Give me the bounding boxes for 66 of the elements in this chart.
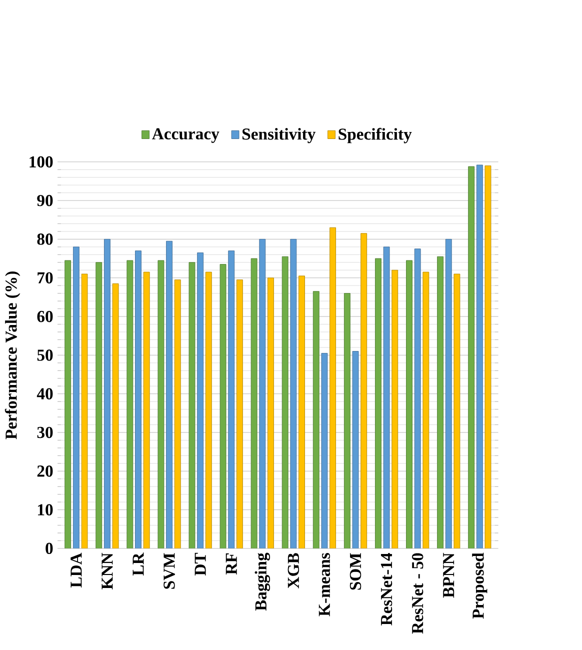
x-tick-label: LDA [70, 552, 82, 588]
y-tick-label: 100 [30, 156, 53, 168]
y-tick-label: 10 [38, 504, 53, 516]
x-tick-label: KNN [102, 552, 113, 590]
bar [312, 291, 320, 548]
bar [134, 250, 142, 548]
y-tick-label: 20 [37, 465, 53, 477]
x-tick-label: RF [226, 553, 237, 575]
bar [64, 260, 71, 548]
bar [422, 272, 429, 548]
bar [360, 233, 367, 548]
y-tick-label: 70 [38, 272, 53, 284]
bar [220, 264, 226, 548]
x-tick-label: SOM [350, 553, 361, 590]
bar [158, 260, 164, 548]
bar [205, 272, 212, 548]
bar [436, 256, 444, 548]
y-tick-label: 50 [37, 350, 53, 361]
x-tick-label: Bagging [254, 552, 270, 611]
bar [259, 238, 266, 548]
y-tick-label: 30 [37, 426, 53, 438]
y-tick-label: 80 [37, 234, 53, 245]
bar [344, 293, 350, 548]
bar [392, 270, 398, 548]
x-tick-label: DT [194, 552, 206, 576]
x-tick-label: LR [132, 552, 144, 576]
bar [298, 276, 305, 548]
bar [476, 164, 483, 548]
bar [267, 278, 274, 548]
bar [329, 227, 336, 548]
x-tick-label: ResNet-14 [380, 552, 392, 626]
x-tick-label: K-means [318, 553, 330, 616]
bar [282, 256, 288, 548]
y-tick-label: 90 [36, 194, 53, 206]
bar [166, 240, 172, 548]
x-tick-label: BPNN [442, 552, 454, 598]
bar [406, 260, 412, 548]
legend-label: Accuracy [152, 128, 220, 143]
y-axis-title: Performance Value (%) [4, 272, 20, 440]
x-tick-label: ResNet - 50 [412, 553, 424, 634]
y-tick-label: 60 [37, 310, 53, 322]
bar [228, 250, 234, 548]
x-tick-label: SVM [164, 553, 175, 589]
bar [484, 166, 492, 548]
x-tick-label: Proposed [472, 552, 488, 619]
bar [72, 246, 80, 548]
y-tick-label: 40 [36, 388, 53, 400]
bar [126, 260, 133, 548]
bar [196, 252, 204, 548]
bar [454, 274, 460, 548]
legend-label: Specificity [338, 128, 412, 144]
x-tick-label: XGB [288, 553, 299, 588]
bar [81, 274, 88, 548]
bar [445, 238, 452, 548]
bar [112, 283, 119, 548]
bar [468, 166, 474, 548]
bar [174, 280, 181, 548]
bar [143, 272, 150, 548]
bar [188, 262, 196, 548]
y-tick-label: 0 [46, 542, 53, 554]
bar [250, 258, 258, 548]
bar [236, 280, 243, 548]
bar [374, 258, 382, 548]
legend-label: Sensitivity [242, 128, 316, 144]
bar [104, 238, 110, 548]
bar [96, 262, 102, 548]
